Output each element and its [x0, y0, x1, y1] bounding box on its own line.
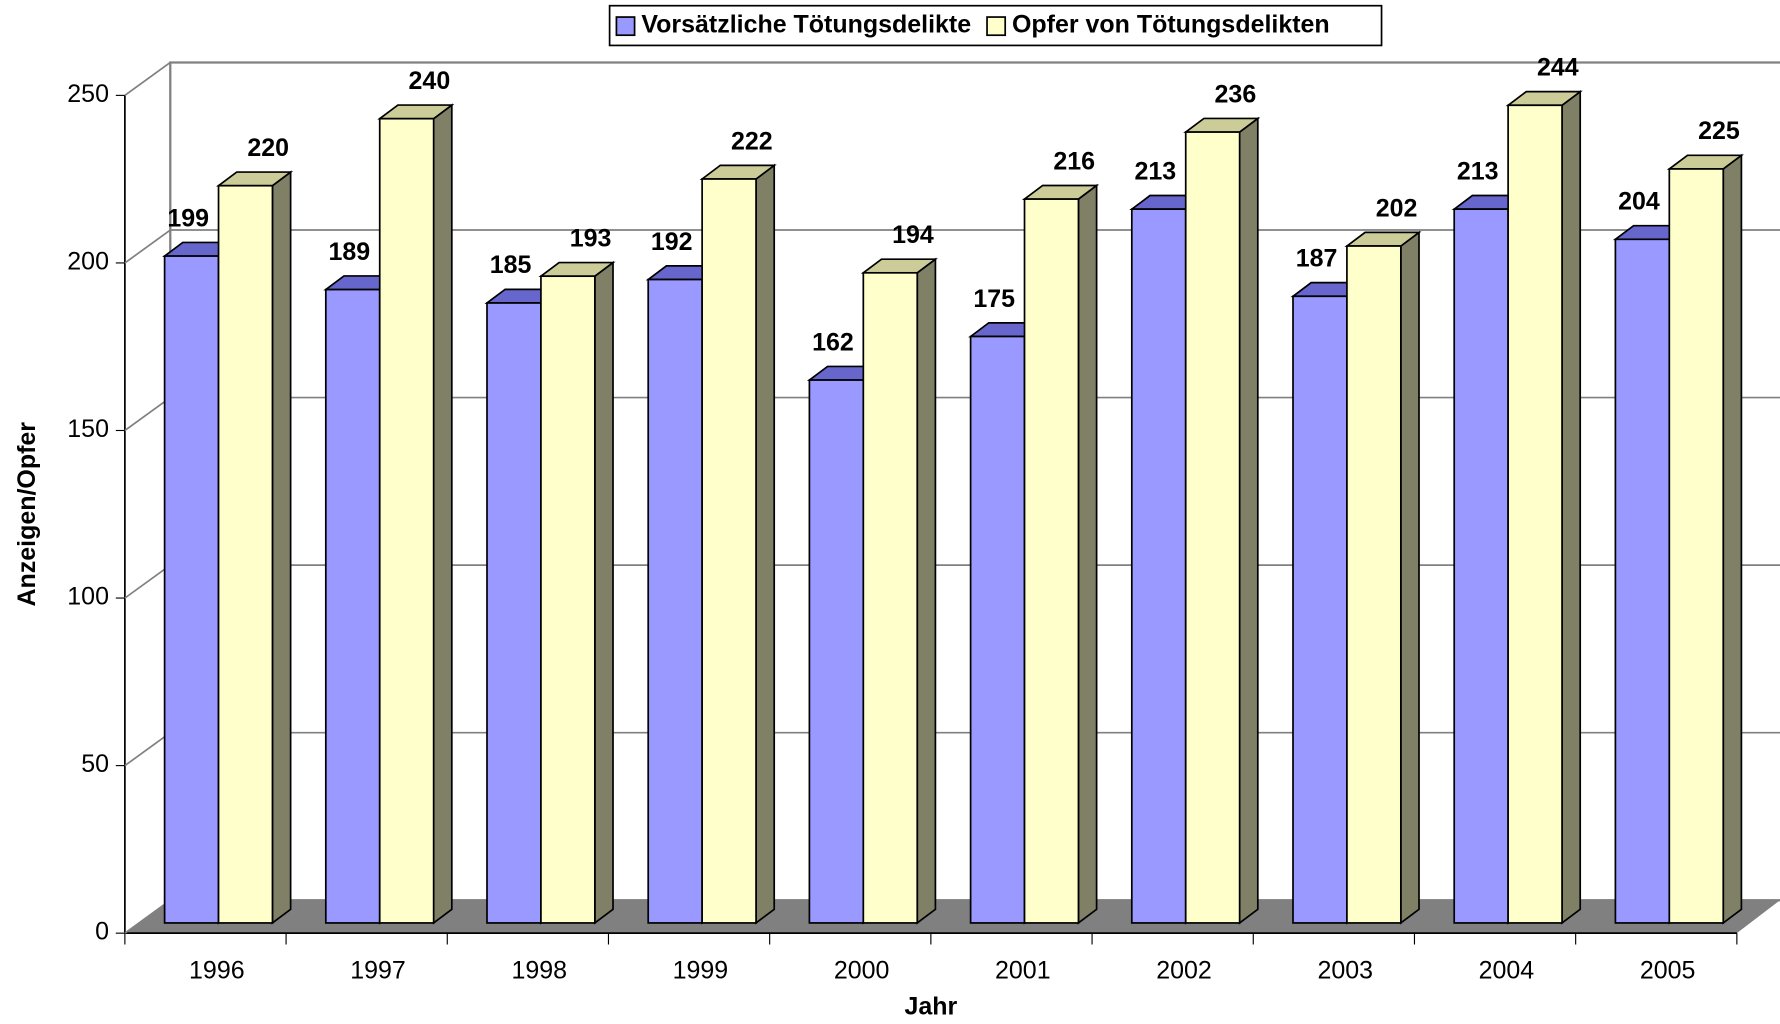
data-label: 175 [973, 285, 1015, 313]
x-tick-label: 2003 [1317, 956, 1373, 984]
x-tick-label: 1996 [189, 956, 245, 984]
y-tick-label: 50 [81, 750, 109, 778]
data-label: 225 [1698, 117, 1740, 145]
bar [1507, 104, 1563, 924]
data-label: 236 [1215, 80, 1257, 108]
bar [1184, 131, 1241, 924]
legend-label: Opfer von Tötungsdelikten [1012, 11, 1330, 39]
x-tick-label: 2002 [1156, 956, 1212, 984]
data-label: 192 [651, 228, 693, 256]
bar [217, 184, 274, 924]
data-label: 185 [490, 251, 532, 279]
bar-side [1399, 230, 1420, 925]
bar [1292, 295, 1348, 924]
legend-swatch [615, 16, 636, 37]
data-label: 213 [1135, 157, 1177, 185]
x-tick-label: 2001 [995, 956, 1051, 984]
bar-side [755, 163, 776, 925]
legend-swatch [986, 16, 1007, 37]
bar-side [1077, 183, 1098, 925]
bar [969, 335, 1026, 924]
y-tick-label: 100 [67, 583, 109, 611]
bar [808, 379, 865, 924]
grid-line [124, 229, 171, 264]
bar [1346, 245, 1402, 924]
data-label: 189 [329, 238, 371, 266]
x-tick-label: 2000 [834, 956, 890, 984]
bar [540, 275, 596, 924]
bar [378, 117, 435, 924]
bar-side [1722, 153, 1743, 925]
data-label: 220 [247, 134, 289, 162]
data-label: 244 [1537, 54, 1579, 82]
bar [486, 302, 542, 924]
data-label: 213 [1457, 157, 1499, 185]
data-label: 216 [1053, 147, 1095, 175]
bar [1668, 168, 1725, 924]
bar-side [593, 260, 614, 925]
grid-line [124, 61, 171, 97]
bar [647, 278, 703, 924]
data-label: 194 [892, 221, 934, 249]
x-tick-label: 2005 [1640, 956, 1696, 984]
x-tick-label: 1997 [350, 956, 406, 984]
bar-side [432, 103, 453, 925]
grid-line [124, 564, 171, 599]
bar [862, 271, 919, 924]
legend-label: Vorsätzliche Tötungsdelikte [641, 11, 971, 39]
bar [163, 255, 220, 924]
grid-line [124, 396, 171, 432]
bar-side [916, 257, 937, 925]
data-label: 222 [731, 127, 773, 155]
data-label: 193 [570, 224, 612, 252]
grid-line [124, 731, 171, 767]
bar-side [271, 170, 292, 925]
y-tick-label: 200 [67, 248, 109, 276]
bar [1453, 208, 1509, 924]
bar [1023, 198, 1080, 924]
bar [1130, 208, 1187, 924]
x-tick-label: 1999 [673, 956, 729, 984]
data-label: 187 [1296, 245, 1338, 273]
data-label: 162 [812, 328, 854, 356]
bar [324, 288, 381, 924]
grid-line [124, 899, 171, 934]
y-tick-label: 250 [67, 80, 109, 108]
data-label: 199 [167, 204, 209, 232]
x-tick-label: 1998 [511, 956, 567, 984]
y-tick-label: 150 [67, 415, 109, 443]
y-axis-title: Anzeigen/Opfer [13, 422, 41, 607]
bar [701, 178, 757, 924]
data-label: 240 [409, 67, 451, 95]
x-axis-title: Jahr [904, 993, 957, 1021]
x-tick-label: 2004 [1479, 956, 1535, 984]
data-label: 204 [1618, 188, 1660, 216]
y-tick-label: 0 [95, 918, 109, 946]
bar-side [1238, 116, 1259, 925]
bar [1614, 238, 1671, 924]
data-label: 202 [1376, 194, 1418, 222]
bar-side [1561, 89, 1582, 925]
